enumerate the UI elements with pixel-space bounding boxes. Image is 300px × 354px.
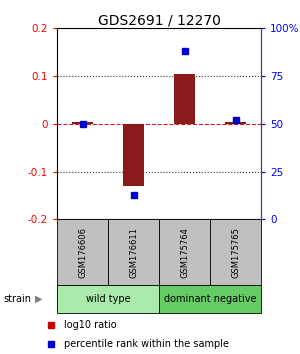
Text: GSM176611: GSM176611 xyxy=(129,227,138,278)
Text: strain: strain xyxy=(3,294,31,304)
Bar xyxy=(159,285,261,313)
Bar xyxy=(159,219,210,285)
Text: ▶: ▶ xyxy=(35,294,43,304)
Text: log10 ratio: log10 ratio xyxy=(64,320,116,330)
Bar xyxy=(225,122,246,124)
Text: percentile rank within the sample: percentile rank within the sample xyxy=(64,339,229,349)
Bar xyxy=(210,219,261,285)
Bar xyxy=(174,74,195,124)
Text: wild type: wild type xyxy=(86,294,130,304)
Text: GSM175765: GSM175765 xyxy=(231,227,240,278)
Bar xyxy=(108,219,159,285)
Title: GDS2691 / 12270: GDS2691 / 12270 xyxy=(98,13,220,27)
Text: dominant negative: dominant negative xyxy=(164,294,256,304)
Bar xyxy=(57,219,108,285)
Text: GSM175764: GSM175764 xyxy=(180,227,189,278)
Bar xyxy=(123,124,144,186)
Text: GSM176606: GSM176606 xyxy=(78,227,87,278)
Bar xyxy=(72,121,93,124)
Bar xyxy=(57,285,159,313)
